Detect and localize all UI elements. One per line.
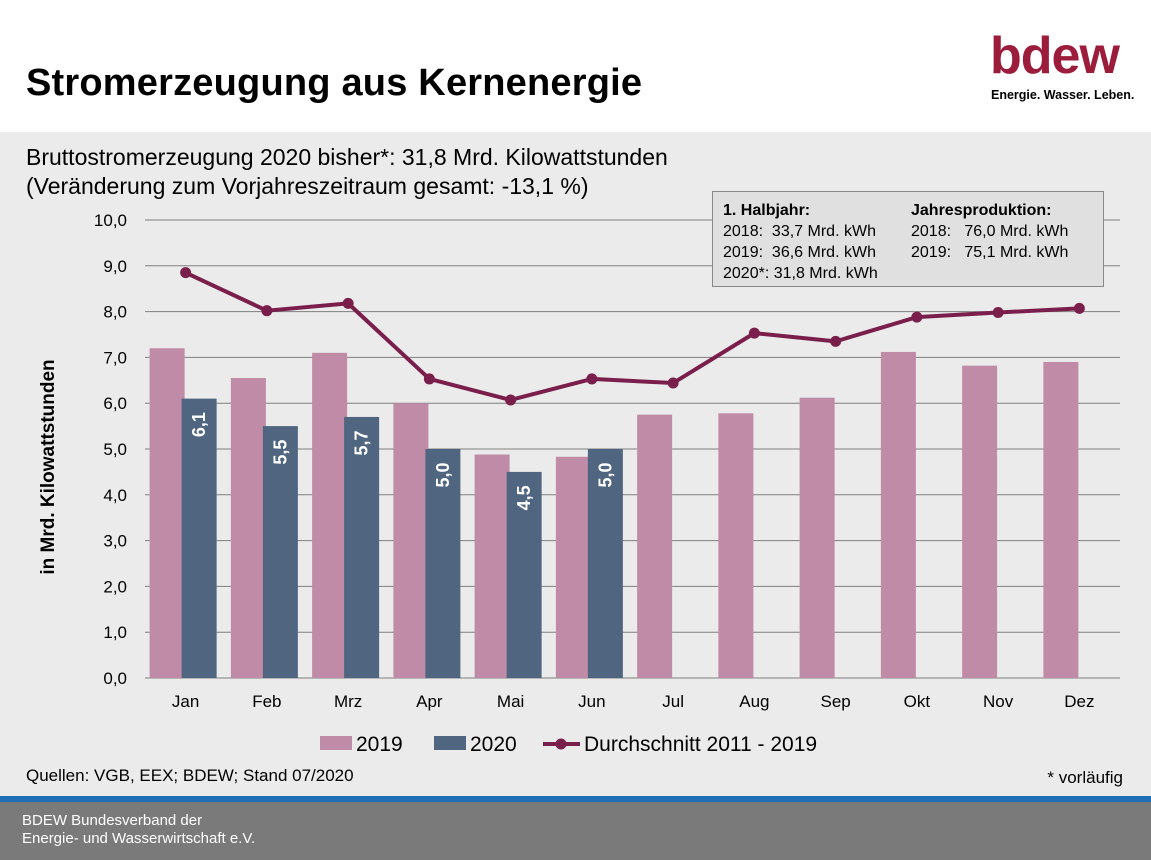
footer-line-1: BDEW Bundesverband der — [22, 812, 203, 829]
bar-2020 — [344, 416, 380, 678]
y-tick-label: 2,0 — [103, 577, 127, 596]
bar-2020 — [587, 449, 623, 678]
info-box-halfyear: 1. Halbjahr: 2018: 33,7 Mrd. kWh 2019: 3… — [723, 200, 878, 284]
footer-text: BDEW Bundesverband der Energie- und Wass… — [22, 812, 255, 848]
bar-2019 — [718, 413, 754, 678]
bar-2019 — [149, 348, 185, 678]
x-tick-label: Dez — [1064, 692, 1094, 711]
info-halfyear-row: 2019: 36,6 Mrd. kWh — [723, 244, 876, 261]
legend-swatch-2020 — [434, 736, 466, 750]
average-point — [667, 377, 679, 389]
bar-2020-data-label: 6,1 — [189, 412, 209, 437]
average-line — [184, 270, 1080, 402]
y-tick-label: 6,0 — [103, 394, 127, 413]
bar-2019 — [1043, 361, 1079, 678]
info-halfyear-row: 2018: 33,7 Mrd. kWh — [723, 223, 876, 240]
average-point — [748, 327, 760, 339]
x-tick-label: Jan — [172, 692, 199, 711]
average-point — [423, 373, 435, 385]
y-axis-label: in Mrd. Kilowattstunden — [38, 359, 59, 574]
bdew-logo: bdew Energie. Wasser. Leben. — [990, 27, 1134, 108]
y-tick-label: 5,0 — [103, 440, 127, 459]
average-point — [586, 373, 598, 385]
info-box-annual: Jahresproduktion: 2018: 76,0 Mrd. kWh 20… — [911, 200, 1068, 263]
x-tick-label: Mai — [497, 692, 524, 711]
logo-tagline: Energie. Wasser. Leben. — [991, 88, 1135, 102]
average-point — [911, 311, 923, 323]
average-point — [830, 335, 842, 347]
footer-divider — [0, 796, 1151, 802]
sources-note: Quellen: VGB, EEX; BDEW; Stand 07/2020 — [26, 766, 354, 785]
bar-2019 — [474, 454, 510, 678]
logo-word: bdew — [990, 27, 1120, 85]
bar-2019 — [962, 365, 998, 678]
average-point — [992, 307, 1004, 319]
footer: BDEW Bundesverband der Energie- und Wass… — [0, 802, 1151, 860]
page-title: Stromerzeugung aus Kernenergie — [26, 62, 643, 104]
info-annual-heading: Jahresproduktion: — [911, 202, 1052, 219]
x-tick-label: Sep — [821, 692, 851, 711]
x-tick-label: Jul — [662, 692, 684, 711]
average-point — [505, 394, 517, 406]
subtitle-line-2: (Veränderung zum Vorjahreszeitraum gesam… — [26, 173, 589, 199]
bar-2019 — [230, 378, 266, 678]
average-point — [342, 297, 354, 309]
bar-2020-data-label: 5,0 — [433, 462, 453, 487]
bar-2020 — [181, 398, 217, 678]
info-annual-row: 2019: 75,1 Mrd. kWh — [911, 244, 1069, 261]
x-tick-label: Okt — [904, 692, 931, 711]
info-halfyear-row: 2020*: 31,8 Mrd. kWh — [723, 265, 878, 282]
footer-line-2: Energie- und Wasserwirtschaft e.V. — [22, 830, 256, 847]
bar-2019 — [555, 456, 591, 678]
legend-swatch-2019 — [320, 736, 352, 750]
bar-2020 — [506, 471, 542, 678]
header: Stromerzeugung aus Kernenergie bdew Ener… — [0, 0, 1151, 132]
info-annual-row: 2018: 76,0 Mrd. kWh — [911, 223, 1069, 240]
legend-marker-average — [555, 738, 567, 750]
bar-2020-data-label: 4,5 — [514, 485, 534, 510]
x-tick-label: Mrz — [334, 692, 362, 711]
info-halfyear-heading: 1. Halbjahr: — [723, 202, 811, 219]
legend-label-2020: 2020 — [470, 733, 517, 756]
y-tick-label: 10,0 — [94, 211, 127, 230]
y-tick-label: 9,0 — [103, 257, 127, 276]
bar-2020-data-label: 5,0 — [595, 462, 615, 487]
bar-2020 — [425, 449, 461, 678]
bar-2020-data-label: 5,7 — [352, 430, 372, 455]
x-tick-label: Apr — [416, 692, 443, 711]
bar-2020-data-label: 5,5 — [270, 440, 290, 465]
subtitle-line-1: Bruttostromerzeugung 2020 bisher*: 31,8 … — [26, 144, 668, 170]
bar-2019 — [880, 351, 916, 678]
y-tick-label: 0,0 — [103, 669, 127, 688]
footnote-preliminary: * vorläufig — [1047, 768, 1123, 787]
bar-2020 — [262, 426, 298, 678]
y-tick-label: 4,0 — [103, 486, 127, 505]
average-point — [261, 305, 273, 317]
x-tick-label: Feb — [252, 692, 281, 711]
average-point — [180, 267, 192, 279]
x-tick-label: Nov — [983, 692, 1014, 711]
y-tick-label: 8,0 — [103, 303, 127, 322]
bar-2019 — [637, 414, 673, 678]
bar-2019 — [799, 397, 835, 678]
x-tick-label: Jun — [578, 692, 605, 711]
y-tick-label: 3,0 — [103, 532, 127, 551]
chart-subtitle: Bruttostromerzeugung 2020 bisher*: 31,8 … — [26, 143, 668, 201]
legend-label-2019: 2019 — [356, 733, 403, 756]
y-tick-label: 7,0 — [103, 348, 127, 367]
average-point — [1073, 302, 1085, 314]
bar-2019 — [312, 352, 348, 678]
x-tick-label: Aug — [739, 692, 769, 711]
info-box: 1. Halbjahr: 2018: 33,7 Mrd. kWh 2019: 3… — [712, 191, 1104, 287]
y-tick-label: 1,0 — [103, 623, 127, 642]
bar-2019 — [393, 403, 429, 678]
legend-label-average: Durchschnitt 2011 - 2019 — [584, 733, 817, 756]
